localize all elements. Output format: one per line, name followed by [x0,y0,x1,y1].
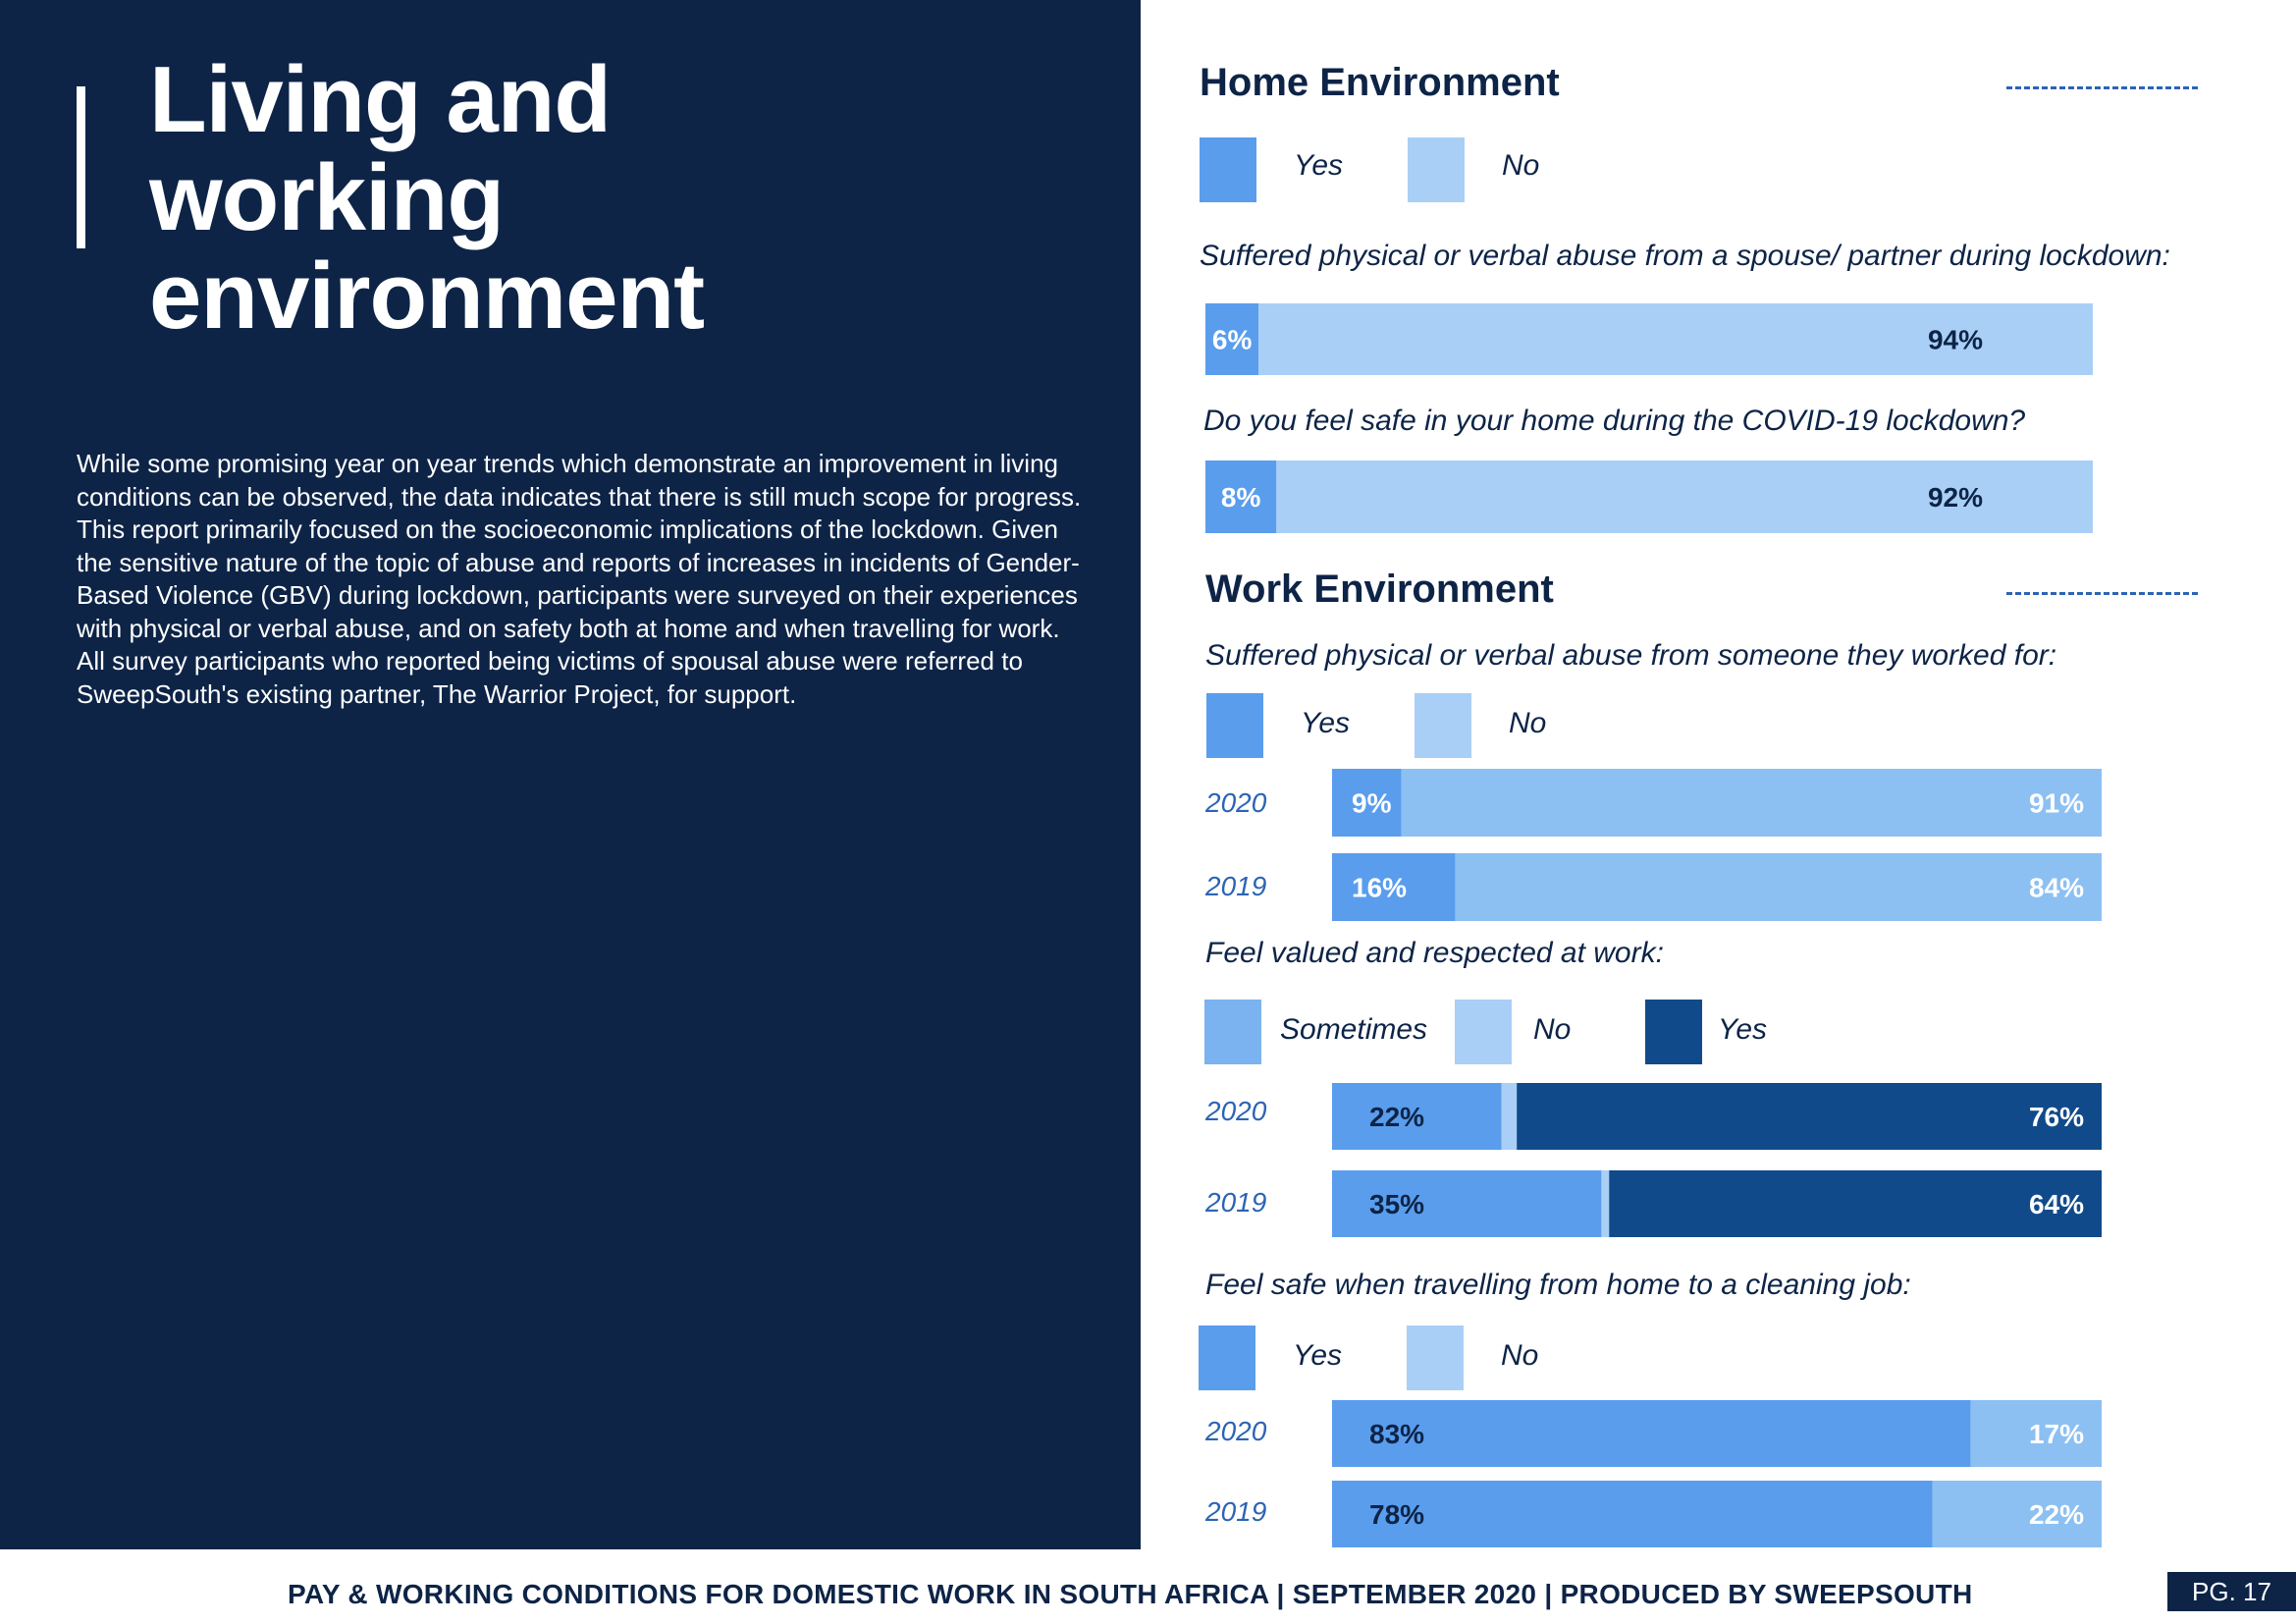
legend-label-no: No [1502,149,1540,182]
legend-swatch-yes [1200,137,1256,202]
bar-segment-yes [1609,1170,2102,1237]
bar-value-label: 22% [2029,1499,2084,1530]
legend-swatch-yes [1199,1326,1255,1390]
bar-value-label: 92% [1928,482,1983,513]
bar-value-label: 64% [2029,1189,2084,1219]
bar-segment-sometimes [1332,1170,1602,1237]
bar-segment-no [1970,1400,2102,1467]
legend-swatch-sometimes [1204,1000,1261,1064]
year-label: 2020 [1205,787,1267,818]
legend-label-sometimes: Sometimes [1280,1013,1428,1046]
section-divider [2006,86,2198,89]
work-environment-title: Work Environment [1205,568,1554,611]
page-title: Living and working environment [149,47,705,349]
bar-segment-yes [1205,460,1277,533]
legend-label-no: No [1509,707,1547,739]
legend-label-yes: Yes [1718,1013,1768,1046]
bar-segment-yes [1517,1083,2102,1150]
bar-value-label: 8% [1221,482,1261,513]
legend-swatch-yes [1206,693,1263,758]
legend-label-no: No [1533,1013,1572,1046]
bar-segment-no [1501,1083,1518,1150]
question-safe-travelling: Feel safe when travelling from home to a… [1205,1269,1911,1301]
intro-paragraph: While some promising year on year trends… [77,449,1082,709]
bar-segment-no [1258,303,2093,375]
bar-segment-yes [1332,769,1402,837]
bar-segment-yes [1332,853,1456,921]
legend-swatch-no [1408,137,1465,202]
bar-value-label: 17% [2029,1419,2084,1449]
footer-text: PAY & WORKING CONDITIONS FOR DOMESTIC WO… [288,1579,1973,1609]
bar-value-label: 22% [1369,1102,1424,1132]
bar-segment-yes [1205,303,1259,375]
question-valued-at-work: Feel valued and respected at work: [1205,937,1664,969]
page-title-line: environment [149,244,705,349]
bar-segment-no [1932,1481,2102,1547]
question-safe-at-home: Do you feel safe in your home during the… [1203,405,2026,437]
year-label: 2019 [1205,1187,1267,1218]
question-spousal-abuse: Suffered physical or verbal abuse from a… [1200,240,2170,272]
legend-label-no: No [1501,1339,1539,1372]
bar-value-label: 78% [1369,1499,1424,1530]
legend-swatch-yes [1645,1000,1702,1064]
year-label: 2019 [1205,871,1267,901]
bar-segment-no [1401,769,2102,837]
bar-value-label: 94% [1928,325,1983,355]
title-accent-bar [77,86,85,248]
legend-label-yes: Yes [1293,1339,1343,1372]
bar-segment-yes [1332,1481,1933,1547]
bar-segment-sometimes [1332,1083,1502,1150]
legend-label-yes: Yes [1294,149,1344,182]
bar-value-label: 76% [2029,1102,2084,1132]
legend-swatch-no [1407,1326,1464,1390]
page-number-badge: PG. 17 [2167,1572,2296,1611]
bar-value-label: 91% [2029,788,2084,819]
bar-value-label: 35% [1369,1189,1424,1219]
question-work-abuse: Suffered physical or verbal abuse from s… [1205,639,2057,672]
bar-value-label: 9% [1352,788,1392,819]
year-label: 2020 [1205,1096,1267,1126]
bar-value-label: 16% [1352,873,1407,903]
home-environment-title: Home Environment [1200,61,1560,104]
legend-swatch-no [1455,1000,1512,1064]
left-panel [0,0,1141,1549]
bar-segment-no [1455,853,2102,921]
page-title-line: working [149,145,505,250]
bar-segment-no [1276,460,2093,533]
bar-segment-no [1601,1170,1610,1237]
legend-swatch-no [1415,693,1471,758]
bar-segment-yes [1332,1400,1971,1467]
bar-value-label: 84% [2029,873,2084,903]
legend-label-yes: Yes [1301,707,1351,739]
year-label: 2020 [1205,1416,1267,1446]
section-divider [2006,592,2198,595]
bar-value-label: 6% [1212,325,1253,355]
bar-value-label: 83% [1369,1419,1424,1449]
year-label: 2019 [1205,1496,1267,1527]
page-title-line: Living and [149,47,612,152]
